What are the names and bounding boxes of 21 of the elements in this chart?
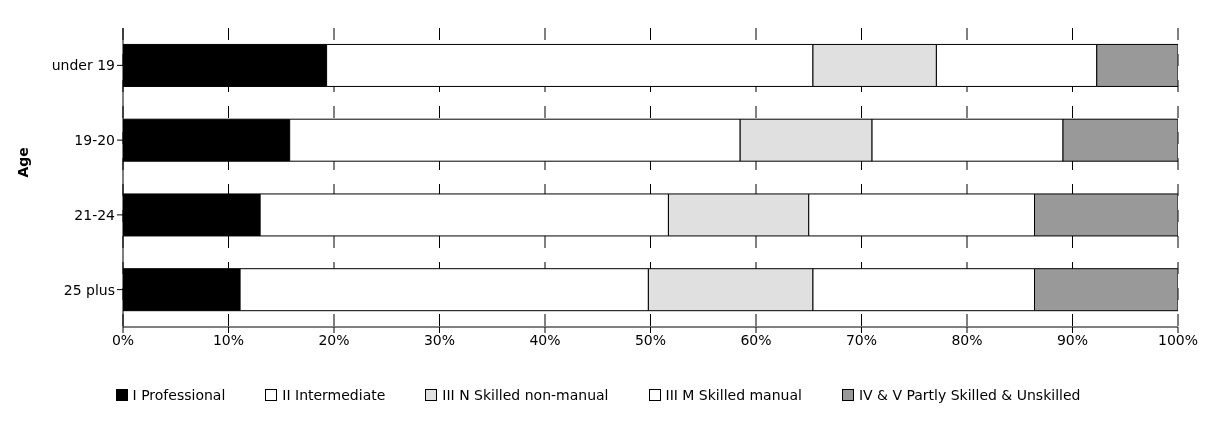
x-tick-label: 60% bbox=[740, 331, 772, 348]
legend-label: II Intermediate bbox=[282, 387, 386, 403]
legend-label: III M Skilled manual bbox=[665, 387, 802, 403]
y-axis-title: Age bbox=[14, 147, 31, 178]
x-tick-label: 30% bbox=[423, 331, 456, 348]
y-tick-label: 19-20 bbox=[74, 132, 115, 149]
x-tick-label: 80% bbox=[951, 331, 983, 348]
x-tick-label: 20% bbox=[318, 331, 350, 348]
x-tick-label: 10% bbox=[212, 331, 245, 348]
legend-label: IV & V Partly Skilled & Unskilled bbox=[858, 387, 1081, 403]
y-tick-label: under 19 bbox=[51, 57, 115, 74]
x-tick-label: 100% bbox=[1157, 331, 1199, 348]
y-tick-label: 21-24 bbox=[74, 206, 116, 223]
x-tick-label: 50% bbox=[634, 331, 667, 348]
legend-label: III N Skilled non-manual bbox=[442, 387, 609, 403]
x-tick-label: 0% bbox=[111, 331, 135, 348]
x-tick-label: 40% bbox=[529, 331, 561, 348]
x-tick-label: 70% bbox=[845, 331, 878, 348]
y-tick-label: 25 plus bbox=[63, 281, 115, 298]
legend-label: I Professional bbox=[132, 387, 226, 403]
x-tick-label: 90% bbox=[1056, 331, 1089, 348]
